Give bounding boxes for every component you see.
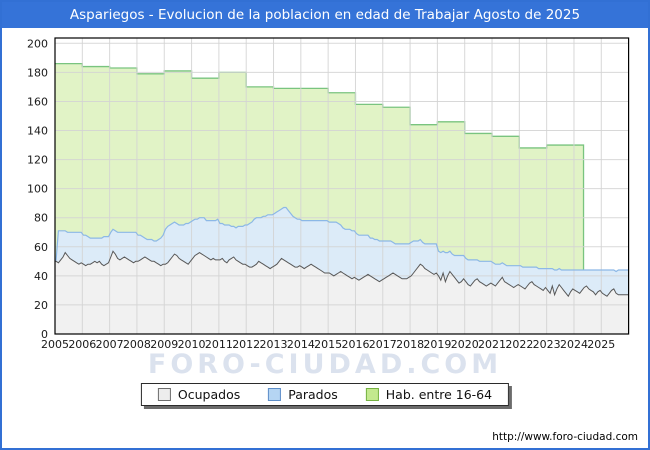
svg-text:2005: 2005 (41, 338, 69, 351)
svg-text:2021: 2021 (478, 338, 506, 351)
svg-text:2017: 2017 (369, 338, 397, 351)
legend: Ocupados Parados Hab. entre 16-64 (140, 383, 510, 406)
svg-text:160: 160 (27, 95, 48, 108)
ocupados-swatch-icon (157, 388, 171, 401)
svg-text:120: 120 (27, 154, 48, 167)
svg-text:2023: 2023 (533, 338, 561, 351)
svg-text:2013: 2013 (260, 338, 288, 351)
svg-text:60: 60 (34, 241, 48, 254)
svg-text:0: 0 (41, 328, 48, 341)
svg-text:20: 20 (34, 299, 48, 312)
legend-label-ocupados: Ocupados (177, 387, 241, 402)
legend-item-hab: Hab. entre 16-64 (365, 387, 493, 402)
source-url: http://www.foro-ciudad.com (492, 431, 638, 443)
svg-text:100: 100 (27, 183, 48, 196)
svg-text:180: 180 (27, 66, 48, 79)
svg-text:2008: 2008 (123, 338, 151, 351)
svg-text:2025: 2025 (587, 338, 615, 351)
svg-text:40: 40 (34, 270, 48, 283)
legend-item-parados: Parados (268, 387, 338, 402)
svg-text:2018: 2018 (396, 338, 424, 351)
svg-text:2016: 2016 (341, 338, 369, 351)
svg-text:2020: 2020 (451, 338, 479, 351)
svg-text:2006: 2006 (68, 338, 96, 351)
svg-text:2012: 2012 (232, 338, 260, 351)
legend-label-hab: Hab. entre 16-64 (385, 387, 493, 402)
chart-title: Aspariegos - Evolucion de la poblacion e… (2, 2, 648, 28)
svg-text:2007: 2007 (96, 338, 124, 351)
svg-text:2019: 2019 (423, 338, 451, 351)
svg-text:2010: 2010 (178, 338, 206, 351)
svg-text:2009: 2009 (150, 338, 178, 351)
parados-swatch-icon (268, 388, 282, 401)
legend-label-parados: Parados (288, 387, 338, 402)
svg-text:2022: 2022 (505, 338, 533, 351)
legend-item-ocupados: Ocupados (157, 387, 241, 402)
hab-swatch-icon (365, 388, 379, 401)
svg-text:2015: 2015 (314, 338, 342, 351)
svg-text:2011: 2011 (205, 338, 233, 351)
svg-text:140: 140 (27, 125, 48, 138)
svg-text:80: 80 (34, 212, 48, 225)
svg-text:200: 200 (27, 37, 48, 50)
svg-text:2014: 2014 (287, 338, 315, 351)
svg-text:2024: 2024 (560, 338, 588, 351)
